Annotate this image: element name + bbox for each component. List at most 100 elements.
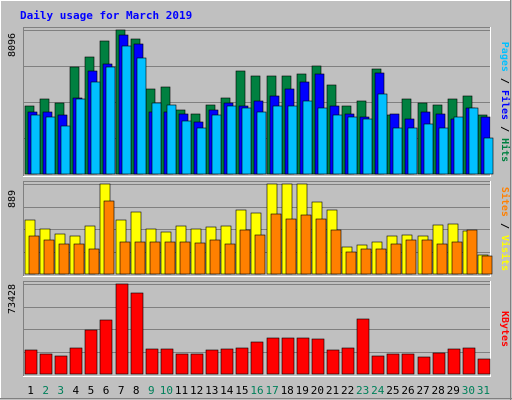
legend-item-sites: Sites bbox=[499, 187, 511, 217]
bar-kbytes-day-31 bbox=[477, 358, 491, 375]
x-tick-label-day-1: 1 bbox=[27, 384, 34, 397]
bar-sites-day-6 bbox=[103, 200, 115, 275]
series-pages bbox=[30, 45, 494, 175]
x-tick-label-day-22: 22 bbox=[341, 384, 354, 397]
bar-sites-day-7 bbox=[119, 241, 131, 275]
bar-sites-day-31 bbox=[481, 255, 493, 275]
x-axis-labels: 1 2 3 4 5 6 7 8 9 10 11 12 13 14 15 16 17 18 19 20 21 22 23 24 2… bbox=[27, 384, 490, 397]
bar-pages-day-18 bbox=[287, 105, 298, 175]
bar-pages-day-29 bbox=[453, 116, 464, 175]
bar-sites-day-2 bbox=[43, 239, 55, 275]
legend-separator: / bbox=[499, 217, 510, 235]
bar-sites-day-20 bbox=[315, 218, 327, 275]
bar-pages-day-19 bbox=[302, 100, 313, 175]
bar-pages-day-8 bbox=[136, 57, 147, 175]
bar-kbytes-day-7 bbox=[115, 283, 129, 375]
x-tick-label-day-12: 12 bbox=[190, 384, 203, 397]
legend-item-visits: Visits bbox=[499, 235, 511, 271]
x-tick-label-day-23: 23 bbox=[356, 384, 369, 397]
x-tick-label-day-25: 25 bbox=[386, 384, 399, 397]
bar-pages-day-3 bbox=[60, 125, 71, 175]
bar-pages-day-23 bbox=[362, 118, 373, 175]
bar-kbytes-day-16 bbox=[250, 341, 264, 375]
x-tick-label-day-27: 27 bbox=[416, 384, 429, 397]
bar-sites-day-21 bbox=[330, 229, 342, 275]
x-tick-label-day-14: 14 bbox=[220, 384, 234, 397]
x-tick-label-day-17: 17 bbox=[265, 384, 278, 397]
bar-sites-day-11 bbox=[179, 241, 191, 275]
bar-sites-day-16 bbox=[254, 234, 266, 275]
bar-sites-day-25 bbox=[390, 243, 402, 275]
bar-pages-day-2 bbox=[45, 116, 56, 175]
bar-sites-day-5 bbox=[88, 248, 100, 275]
x-tick-label-day-13: 13 bbox=[205, 384, 218, 397]
panel-visits: 889 bbox=[7, 181, 493, 277]
x-tick-label-day-29: 29 bbox=[447, 384, 460, 397]
axis-max-label: 8096 bbox=[7, 33, 18, 57]
bar-pages-day-9 bbox=[151, 102, 162, 175]
bar-kbytes-day-11 bbox=[175, 353, 189, 375]
bar-kbytes-day-29 bbox=[447, 348, 461, 375]
x-tick-label-day-28: 28 bbox=[432, 384, 445, 397]
x-tick-label-day-16: 16 bbox=[250, 384, 263, 397]
bar-sites-day-9 bbox=[149, 241, 161, 275]
bar-pages-day-22 bbox=[347, 116, 358, 175]
panel-hits: 8096 bbox=[7, 27, 494, 177]
bar-pages-day-12 bbox=[196, 127, 207, 175]
panel-kbytes: 73428 bbox=[7, 281, 491, 377]
bar-kbytes-day-4 bbox=[69, 347, 83, 375]
bar-pages-day-4 bbox=[75, 98, 86, 175]
bar-kbytes-day-8 bbox=[130, 292, 144, 375]
axis-max-label: 889 bbox=[7, 190, 18, 208]
bar-kbytes-day-1 bbox=[24, 349, 38, 375]
bar-pages-day-31 bbox=[483, 137, 494, 175]
legend-visits: Sites / Visits bbox=[499, 187, 511, 271]
bar-pages-day-6 bbox=[105, 66, 116, 175]
bar-kbytes-day-21 bbox=[326, 349, 340, 375]
chart-panels: 8096 889 73428 bbox=[7, 27, 494, 377]
bar-kbytes-day-24 bbox=[371, 355, 385, 375]
series-sites bbox=[28, 200, 493, 275]
bar-sites-day-13 bbox=[209, 239, 221, 275]
x-tick-label-day-24: 24 bbox=[371, 384, 385, 397]
bar-pages-day-25 bbox=[392, 127, 403, 175]
x-tick-label-day-30: 30 bbox=[462, 384, 475, 397]
x-tick-label-day-10: 10 bbox=[160, 384, 173, 397]
bar-pages-day-26 bbox=[407, 127, 418, 175]
bar-sites-day-30 bbox=[466, 229, 478, 275]
bar-sites-day-8 bbox=[134, 241, 146, 275]
bar-sites-day-1 bbox=[28, 235, 40, 275]
bar-pages-day-5 bbox=[90, 81, 101, 175]
x-tick-label-day-3: 3 bbox=[57, 384, 64, 397]
bar-kbytes-day-27 bbox=[417, 356, 431, 375]
bar-pages-day-11 bbox=[181, 120, 192, 175]
bar-kbytes-day-28 bbox=[432, 352, 446, 375]
x-tick-label-day-31: 31 bbox=[477, 384, 490, 397]
bar-sites-day-28 bbox=[436, 243, 448, 275]
bar-kbytes-day-18 bbox=[281, 337, 295, 375]
bar-pages-day-17 bbox=[272, 105, 283, 175]
bar-kbytes-day-15 bbox=[235, 347, 249, 375]
legend-separator: / bbox=[499, 72, 510, 90]
bar-sites-day-27 bbox=[421, 239, 433, 275]
x-tick-label-day-11: 11 bbox=[175, 384, 188, 397]
legend-item-hits: Hits bbox=[499, 138, 511, 162]
bar-kbytes-day-17 bbox=[266, 337, 280, 375]
legend-item-pages: Pages bbox=[499, 42, 510, 72]
bar-pages-day-20 bbox=[317, 107, 328, 175]
x-tick-label-day-15: 15 bbox=[235, 384, 248, 397]
bar-pages-day-14 bbox=[226, 105, 237, 175]
bar-kbytes-day-9 bbox=[145, 348, 159, 375]
bar-sites-day-17 bbox=[270, 213, 282, 275]
bar-kbytes-day-6 bbox=[99, 319, 113, 375]
legend-hits: Pages / Files / Hits bbox=[499, 42, 511, 162]
x-tick-label-day-2: 2 bbox=[42, 384, 49, 397]
bar-kbytes-day-22 bbox=[341, 347, 355, 375]
x-tick-label-day-5: 5 bbox=[88, 384, 95, 397]
x-tick-label-day-21: 21 bbox=[326, 384, 339, 397]
bar-kbytes-day-14 bbox=[220, 348, 234, 375]
chart-title: Daily usage for March 2019 bbox=[20, 9, 192, 22]
bar-pages-day-30 bbox=[468, 107, 479, 175]
legend-kbytes: KBytes bbox=[499, 311, 510, 347]
bar-kbytes-day-23 bbox=[356, 318, 370, 375]
